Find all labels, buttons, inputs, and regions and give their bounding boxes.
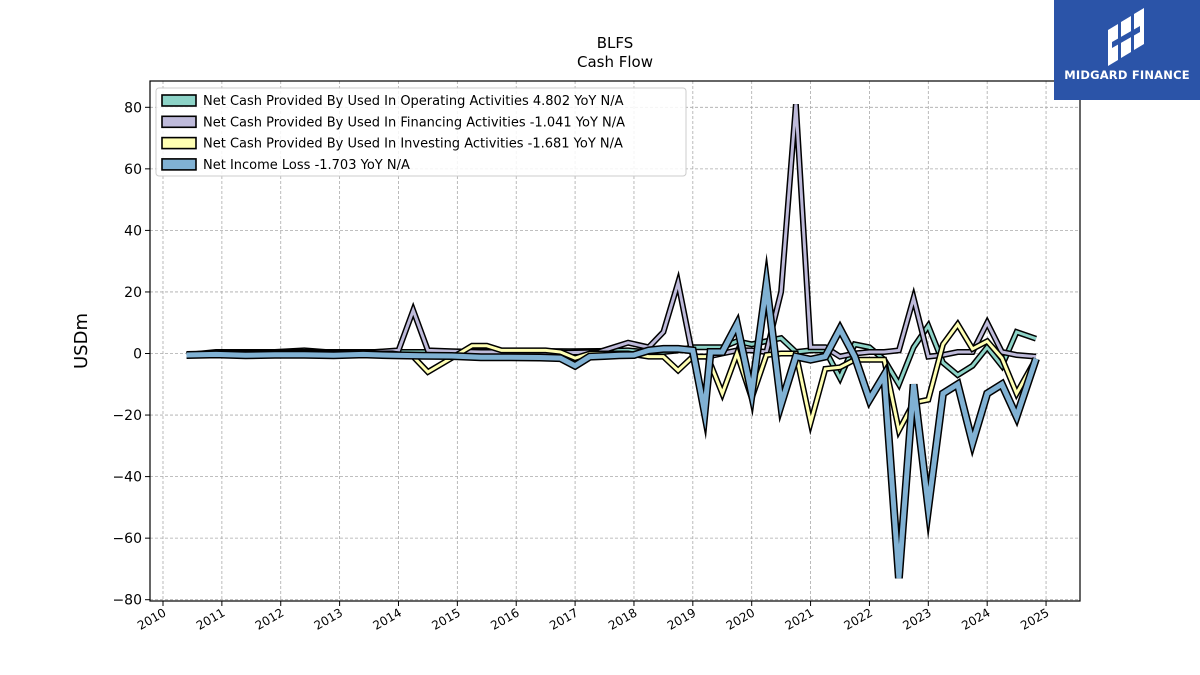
chart-subtitle: Cash Flow — [577, 53, 653, 71]
x-tick-label: 2013 — [312, 605, 345, 632]
legend-label: Net Cash Provided By Used In Operating A… — [203, 94, 624, 109]
y-tick-label: −80 — [112, 593, 142, 609]
plot-frame — [149, 80, 1081, 602]
y-tick-label: −40 — [112, 470, 142, 486]
y-tick-label: 60 — [124, 162, 142, 178]
legend-box — [155, 87, 687, 177]
legend-swatch — [161, 94, 197, 107]
x-tick-label: 2023 — [900, 605, 933, 632]
series-line-1 — [186, 103, 1037, 360]
x-tick-label: 2017 — [547, 605, 580, 632]
x-tick-label: 2021 — [783, 605, 816, 632]
x-tick-label: 2011 — [194, 605, 227, 632]
chart-title: BLFS — [597, 34, 634, 52]
y-tick-label: −60 — [112, 531, 142, 547]
x-tick-label: 2015 — [429, 605, 462, 632]
legend: Net Cash Provided By Used In Operating A… — [155, 87, 687, 177]
y-tick-label: 40 — [124, 223, 142, 239]
x-tick-label: 2018 — [606, 605, 639, 632]
y-tick-label: 20 — [124, 285, 142, 301]
legend-swatch — [161, 115, 197, 129]
x-tick-label: 2024 — [959, 605, 992, 632]
series-line-3 — [186, 252, 1040, 579]
x-tick-label: 2019 — [665, 605, 698, 632]
x-tick-label: 2020 — [724, 605, 757, 632]
legend-label: Net Cash Provided By Used In Investing A… — [203, 137, 623, 152]
x-tick-label: 2022 — [841, 605, 874, 632]
x-tick-label: 2010 — [135, 605, 168, 632]
series-path — [186, 264, 1039, 579]
brand-logo: MIDGARD FINANCE — [1054, 0, 1200, 100]
legend-label: Net Income Loss -1.703 YoY N/A — [203, 158, 410, 173]
legend-swatch — [161, 136, 197, 150]
series-lines — [186, 103, 1040, 579]
legend-swatch — [161, 158, 197, 171]
x-tick-label: 2016 — [488, 605, 521, 632]
axis-ticks: 2010 2011 2012 2013 2014 2015 2016 2017 2018 2019… — [112, 100, 1051, 633]
midgard-m-monogram-icon — [1108, 8, 1144, 66]
y-tick-label: −20 — [112, 408, 142, 424]
brand-name: MIDGARD FINANCE — [1064, 68, 1190, 82]
x-tick-label: 2012 — [253, 605, 286, 632]
y-tick-label: 0 — [133, 347, 142, 363]
x-tick-label: 2014 — [371, 605, 404, 632]
y-axis-label: USDm — [71, 313, 92, 369]
series-path — [186, 104, 1037, 359]
y-tick-label: 80 — [124, 100, 142, 116]
x-tick-label: 2025 — [1018, 605, 1051, 632]
legend-label: Net Cash Provided By Used In Financing A… — [203, 115, 625, 130]
